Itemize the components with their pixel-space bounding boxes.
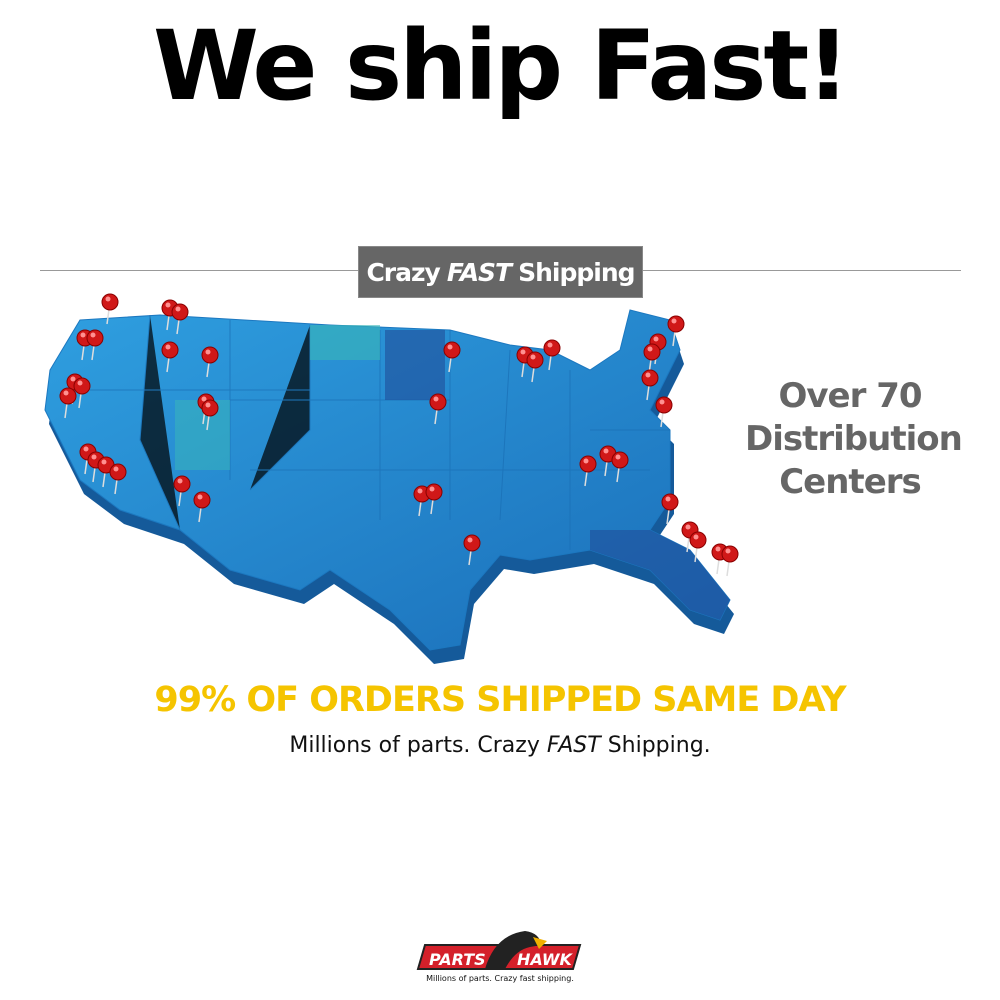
map-pin [193,491,211,523]
tagline: Millions of parts. Crazy FAST Shipping. [0,733,1000,758]
distribution-center-pins [59,293,739,577]
banner-prefix: Crazy [366,257,440,287]
map-pin [161,341,179,373]
map-pin [101,293,119,325]
map-pin [201,399,219,431]
map-pin [173,475,191,507]
tagline-emphasis: FAST [546,733,601,758]
map-pin [611,451,629,483]
svg-text:HAWK: HAWK [517,950,574,969]
banner-suffix: Shipping [518,257,635,287]
map-pin [73,377,91,409]
map-pin [526,351,544,383]
map-pin [689,531,707,563]
divider-right [641,270,961,271]
parts-hawk-logo: PARTS HAWK Millions of parts. Crazy fast… [415,925,585,987]
distribution-centers-callout: Over 70 Distribution Centers [745,375,963,504]
map-pin [59,387,77,419]
map-pin [86,329,104,361]
map-pin [443,341,461,373]
same-day-shipping-text: 99% OF ORDERS SHIPPED SAME DAY [154,680,846,720]
us-map-image [44,293,739,664]
callout-line-3: Centers [779,462,922,502]
map-pin [109,463,127,495]
map-pin [543,339,561,371]
callout-line-1: Over 70 [778,376,922,416]
map-pin [579,455,597,487]
map-pin [463,534,481,566]
divider-left [40,270,358,271]
crazy-fast-shipping-banner: Crazy FAST Shipping [358,246,643,298]
tagline-suffix: Shipping. [607,733,711,758]
map-pin [667,315,685,347]
callout-line-2: Distribution [745,419,963,459]
map-pin [641,369,659,401]
map-pin [171,303,189,335]
map-pin [655,396,673,428]
headline: We ship Fast! [152,10,850,122]
svg-text:PARTS: PARTS [429,950,486,969]
map-pin [721,545,739,577]
map-pin [425,483,443,515]
logo-tagline: Millions of parts. Crazy fast shipping. [426,974,574,983]
map-pin [201,346,219,378]
map-pin [429,393,447,425]
banner-emphasis: FAST [446,257,512,287]
tagline-prefix: Millions of parts. Crazy [289,733,540,758]
map-pin [661,493,679,525]
